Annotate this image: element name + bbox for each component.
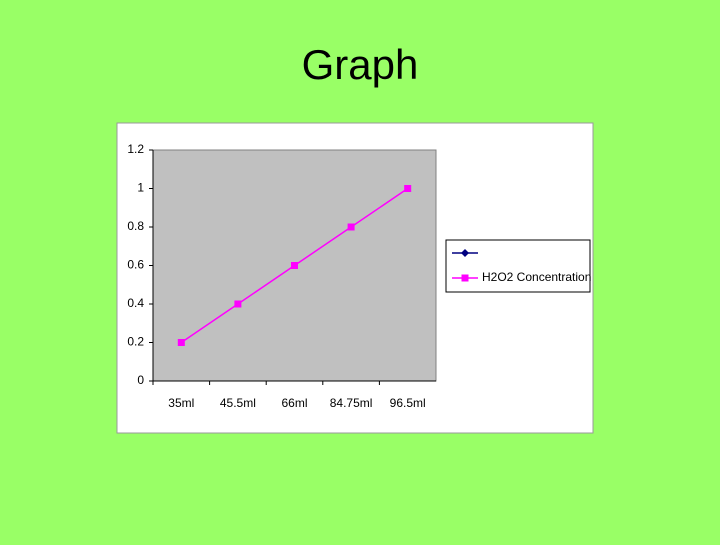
x-tick-label: 96.5ml	[390, 396, 426, 410]
y-tick-label: 0.8	[127, 219, 144, 233]
y-tick-label: 0	[137, 373, 144, 387]
legend	[445, 239, 591, 293]
marker	[461, 249, 469, 257]
x-tick-label: 66ml	[281, 396, 307, 410]
marker	[234, 300, 242, 308]
x-tick-label: 84.75ml	[330, 396, 373, 410]
y-tick-label: 1.2	[127, 142, 144, 156]
marker	[461, 274, 469, 282]
y-tick-label: 0.6	[127, 258, 144, 272]
marker	[347, 223, 355, 231]
y-tick-label: 0.4	[127, 296, 144, 310]
marker	[177, 339, 185, 346]
y-tick-label: 0.2	[127, 335, 144, 349]
marker	[404, 185, 412, 192]
chart-title: Graph	[302, 41, 419, 88]
x-tick-label: 35ml	[168, 396, 194, 410]
x-tick-label: 45.5ml	[220, 396, 256, 410]
y-tick-label: 1	[137, 181, 144, 195]
legend-label: H2O2 Concentration	[482, 270, 591, 284]
marker	[291, 262, 298, 269]
